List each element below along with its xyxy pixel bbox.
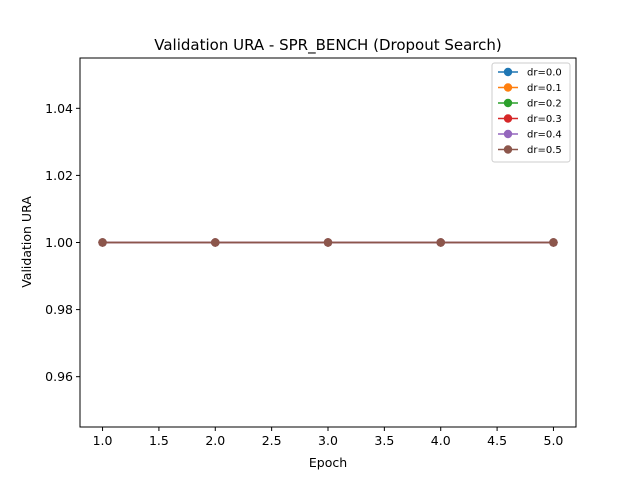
y-tick-label: 0.98 (45, 302, 73, 317)
x-tick-label: 5.0 (544, 433, 564, 448)
x-tick-label: 3.0 (318, 433, 338, 448)
x-tick-label: 2.5 (262, 433, 282, 448)
y-tick-label: 1.04 (45, 101, 73, 116)
legend-label: dr=0.1 (527, 83, 562, 94)
legend-marker (503, 67, 513, 77)
data-point (211, 238, 220, 247)
legend-label: dr=0.3 (527, 114, 562, 125)
data-point (98, 238, 107, 247)
legend-item: dr=0.3 (498, 114, 562, 125)
y-tick-label: 0.96 (45, 369, 73, 384)
y-tick-label: 1.02 (45, 168, 73, 183)
legend-label: dr=0.0 (527, 68, 562, 79)
legend-label: dr=0.2 (527, 99, 562, 110)
legend-label: dr=0.5 (527, 145, 562, 156)
legend: dr=0.0 dr=0.1 dr=0.2 dr=0.3 dr=0.4 dr=0.5 (491, 62, 571, 163)
legend-item: dr=0.5 (498, 145, 562, 156)
x-axis: 1.0 1.5 2.0 2.5 3.0 3.5 4.0 4.5 5.0 (93, 427, 564, 448)
legend-marker (503, 83, 513, 92)
data-point (323, 238, 333, 247)
x-tick-label: 4.0 (431, 433, 451, 448)
legend-item: dr=0.2 (498, 99, 562, 110)
y-tick-label: 1.00 (45, 235, 73, 250)
legend-marker (503, 145, 513, 154)
data-point (549, 238, 558, 247)
x-tick-label: 2.0 (205, 433, 225, 448)
legend-item: dr=0.0 (498, 68, 562, 79)
legend-label: dr=0.4 (527, 130, 562, 141)
x-tick-label: 3.5 (374, 433, 394, 448)
data-point (436, 238, 445, 247)
legend-marker (503, 98, 513, 108)
x-axis-label: Epoch (309, 455, 347, 470)
series-layer (98, 238, 558, 247)
legend-item: dr=0.1 (498, 83, 562, 94)
legend-marker (503, 114, 513, 123)
series-dr=0.5 (98, 238, 558, 247)
y-axis-label: Validation URA (19, 196, 34, 288)
chart-title: Validation URA - SPR_BENCH (Dropout Sear… (154, 36, 502, 55)
legend-marker (503, 129, 513, 139)
x-tick-label: 1.0 (93, 433, 113, 448)
x-tick-label: 1.5 (149, 433, 169, 448)
legend-item: dr=0.4 (498, 130, 562, 141)
x-tick-label: 4.5 (487, 433, 507, 448)
y-axis: 0.96 0.98 1.00 1.02 1.04 (45, 101, 80, 384)
